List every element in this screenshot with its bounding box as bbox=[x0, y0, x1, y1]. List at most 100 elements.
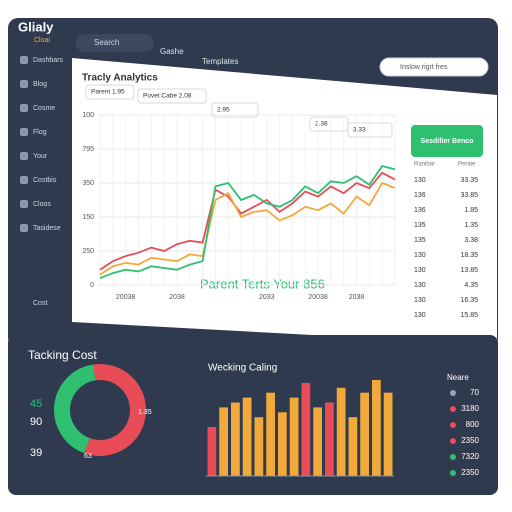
bar bbox=[325, 402, 334, 476]
line-series bbox=[99, 171, 396, 271]
legend-text: 2350 bbox=[461, 436, 479, 445]
chip-text: Povet Cabe 2.08 bbox=[143, 93, 192, 100]
bar bbox=[360, 392, 369, 476]
sidebar-footer[interactable]: Cost bbox=[33, 300, 47, 307]
side-label: 90 bbox=[30, 416, 42, 428]
sidebar-icon bbox=[20, 56, 28, 64]
button-text: Sesdifier Benco bbox=[421, 138, 474, 145]
sidebar-icon bbox=[20, 104, 28, 112]
table-cell: 136 bbox=[414, 192, 426, 199]
table-cell: 1.35 bbox=[464, 222, 478, 229]
legend-text: 800 bbox=[466, 420, 480, 429]
table-cell: 135 bbox=[414, 222, 426, 229]
bar bbox=[207, 427, 217, 476]
chip[interactable] bbox=[347, 122, 393, 138]
sidebar-icon bbox=[20, 224, 28, 232]
sidebar-item[interactable]: Tasidese bbox=[33, 225, 61, 232]
table-cell: 13.85 bbox=[460, 267, 478, 274]
y-tick-label: 0 bbox=[90, 282, 94, 289]
menu-item[interactable]: Gashe bbox=[160, 47, 184, 56]
y-tick-label: 250 bbox=[82, 248, 94, 255]
chip-text: 3.33 bbox=[353, 127, 366, 134]
legend-dot bbox=[450, 406, 456, 412]
button[interactable] bbox=[411, 125, 483, 157]
y-tick-label: 150 bbox=[82, 214, 94, 221]
x-tick-label: 2033 bbox=[259, 294, 275, 301]
bar bbox=[266, 392, 275, 476]
table-cell: 18.35 bbox=[460, 252, 478, 259]
legend-text: 7320 bbox=[461, 452, 479, 461]
line-series bbox=[99, 164, 396, 280]
legend-dot bbox=[450, 390, 456, 396]
x-tick-label: 20038 bbox=[308, 294, 328, 301]
search-box[interactable] bbox=[76, 34, 154, 52]
legend-dot bbox=[450, 454, 456, 460]
bar bbox=[219, 407, 228, 476]
sidebar-icon bbox=[20, 176, 28, 184]
table-cell: 15.85 bbox=[460, 312, 478, 319]
line-series bbox=[99, 181, 396, 276]
bar bbox=[301, 382, 311, 476]
logo-sub: Cloai bbox=[34, 37, 50, 44]
donut-segment bbox=[84, 364, 146, 456]
content bbox=[72, 58, 497, 345]
table-header: Peraie bbox=[458, 162, 476, 168]
sidebar-icon bbox=[20, 128, 28, 136]
legend-text: 3180 bbox=[461, 404, 479, 413]
table-cell: 130 bbox=[414, 267, 426, 274]
y-tick-label: 350 bbox=[82, 180, 94, 187]
sidebar-item[interactable]: Flog bbox=[33, 129, 47, 136]
table-cell: 130 bbox=[414, 312, 426, 319]
legend-text: 70 bbox=[470, 388, 479, 397]
bar-title: Wecking Caling bbox=[208, 363, 277, 374]
sidebar-icon bbox=[20, 200, 28, 208]
sidebar-item[interactable]: Blog bbox=[33, 81, 47, 88]
right-search[interactable] bbox=[379, 57, 489, 77]
y-tick-label: 795 bbox=[82, 146, 94, 153]
legend-dot bbox=[450, 470, 456, 476]
table-cell: 135 bbox=[414, 237, 426, 244]
analytics-title: Tracly Analytics bbox=[82, 73, 158, 84]
sidebar-item[interactable]: Cosme bbox=[33, 105, 55, 112]
menu-item[interactable]: Templates bbox=[202, 57, 238, 66]
legend-title: Neare bbox=[447, 373, 469, 382]
table-cell: 130 bbox=[414, 252, 426, 259]
bar bbox=[254, 417, 264, 476]
ring-label: 1.35 bbox=[138, 409, 152, 416]
table-cell: 3.38 bbox=[464, 237, 478, 244]
logo: Glialy bbox=[18, 19, 54, 34]
table-cell: 130 bbox=[414, 282, 426, 289]
chip[interactable] bbox=[211, 102, 259, 118]
x-tick-label: 2038 bbox=[349, 294, 365, 301]
y-tick-label: 100 bbox=[82, 112, 94, 119]
bar bbox=[313, 407, 322, 476]
sidebar-icon bbox=[20, 152, 28, 160]
table-cell: 130 bbox=[414, 177, 426, 184]
sidebar-item[interactable]: Costbis bbox=[33, 177, 57, 184]
table-header: Ranibar bbox=[414, 162, 435, 168]
legend-dot bbox=[450, 438, 456, 444]
table-cell: 136 bbox=[414, 207, 426, 214]
search-text: Search bbox=[94, 38, 119, 47]
sidebar-icon bbox=[20, 80, 28, 88]
bar bbox=[231, 402, 240, 476]
bar bbox=[278, 412, 287, 476]
chip-text: 2.38 bbox=[315, 121, 328, 128]
chip-text: Parent 1.95 bbox=[91, 89, 125, 96]
chip[interactable] bbox=[137, 88, 207, 104]
bar bbox=[242, 397, 252, 476]
bar bbox=[372, 379, 381, 476]
sidebar-item[interactable]: Your bbox=[33, 153, 48, 160]
legend-dot bbox=[450, 422, 456, 428]
donut-segment bbox=[54, 364, 96, 454]
table-cell: 1.85 bbox=[464, 207, 478, 214]
sidebar-item[interactable]: Cloos bbox=[33, 201, 51, 208]
chip[interactable] bbox=[85, 84, 135, 100]
table-cell: 33.85 bbox=[460, 192, 478, 199]
chip-text: 2.95 bbox=[217, 107, 230, 114]
table-cell: 4.35 bbox=[464, 282, 478, 289]
sidebar-item[interactable]: Dashbars bbox=[33, 57, 63, 64]
right-search-text: Inslow rigrt fres bbox=[400, 64, 448, 71]
